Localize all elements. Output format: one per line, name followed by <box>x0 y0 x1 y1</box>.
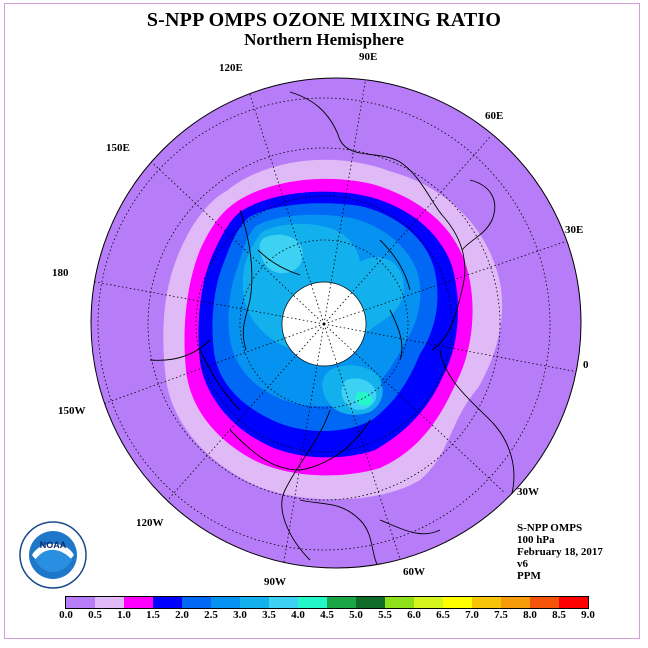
colorbar <box>65 596 589 609</box>
lon-label-120e: 120E <box>219 62 243 74</box>
lon-label-30e: 30E <box>565 224 584 236</box>
colorbar-swatch <box>298 597 327 608</box>
colorbar-tick-label: 4.0 <box>291 609 305 621</box>
noaa-logo: NOAA <box>19 521 87 589</box>
colorbar-swatch <box>124 597 153 608</box>
colorbar-swatch <box>385 597 414 608</box>
colorbar-swatch <box>182 597 211 608</box>
colorbar-tick-label: 1.5 <box>146 609 160 621</box>
lon-label-60w: 60W <box>403 566 425 578</box>
info-date: February 18, 2017 <box>517 546 603 558</box>
colorbar-swatch <box>356 597 385 608</box>
colorbar-swatch <box>530 597 559 608</box>
colorbar-tick-label: 3.5 <box>262 609 276 621</box>
lon-label-90e: 90E <box>359 51 378 63</box>
colorbar-swatch <box>472 597 501 608</box>
colorbar-swatch <box>414 597 443 608</box>
info-version: v6 <box>517 558 528 570</box>
page-title: S-NPP OMPS OZONE MIXING RATIO <box>146 9 502 31</box>
colorbar-tick-label: 6.0 <box>407 609 421 621</box>
page-frame <box>4 3 640 639</box>
colorbar-tick-label: 8.5 <box>552 609 566 621</box>
colorbar-swatch <box>211 597 240 608</box>
colorbar-swatch <box>66 597 95 608</box>
lon-label-60e: 60E <box>485 110 504 122</box>
colorbar-swatch <box>559 597 588 608</box>
colorbar-tick-label: 1.0 <box>117 609 131 621</box>
colorbar-tick-label: 0.5 <box>88 609 102 621</box>
colorbar-tick-label: 0.0 <box>59 609 73 621</box>
info-instrument: S-NPP OMPS <box>517 522 583 534</box>
colorbar-tick-label: 8.0 <box>523 609 537 621</box>
page-subtitle: Northern Hemisphere <box>244 30 404 49</box>
colorbar-tick-label: 5.5 <box>378 609 392 621</box>
coastlines <box>149 91 515 568</box>
colorbar-swatch <box>240 597 269 608</box>
colorbar-tick-label: 7.0 <box>465 609 479 621</box>
ozone-contour-4.0 <box>355 391 372 407</box>
colorbar-tick-label: 2.5 <box>204 609 218 621</box>
colorbar-tick-label: 7.5 <box>494 609 508 621</box>
colorbar-swatch <box>327 597 356 608</box>
colorbar-tick-label: 5.0 <box>349 609 363 621</box>
lon-label-150w: 150W <box>58 405 86 417</box>
lon-label-0: 0 <box>583 359 589 371</box>
lon-label-90w: 90W <box>264 576 286 588</box>
lon-label-150e: 150E <box>106 142 130 154</box>
colorbar-tick-label: 6.5 <box>436 609 450 621</box>
colorbar-swatch <box>95 597 124 608</box>
colorbar-tick-label: 9.0 <box>581 609 595 621</box>
lon-label-180: 180 <box>52 267 69 279</box>
colorbar-swatch <box>153 597 182 608</box>
colorbar-swatch <box>269 597 298 608</box>
colorbar-swatch <box>501 597 530 608</box>
info-level: 100 hPa <box>517 534 555 546</box>
ozone-contour-3.5 <box>259 234 303 274</box>
lon-label-30w: 30W <box>517 486 539 498</box>
info-units: PPM <box>517 570 541 582</box>
colorbar-swatch <box>443 597 472 608</box>
colorbar-tick-label: 2.0 <box>175 609 189 621</box>
lon-label-120w: 120W <box>136 517 164 529</box>
noaa-emblem-text: NOAA <box>40 540 67 550</box>
colorbar-tick-label: 4.5 <box>320 609 334 621</box>
colorbar-tick-label: 3.0 <box>233 609 247 621</box>
product-info: S-NPP OMPS 100 hPa February 18, 2017 v6 … <box>517 522 603 582</box>
